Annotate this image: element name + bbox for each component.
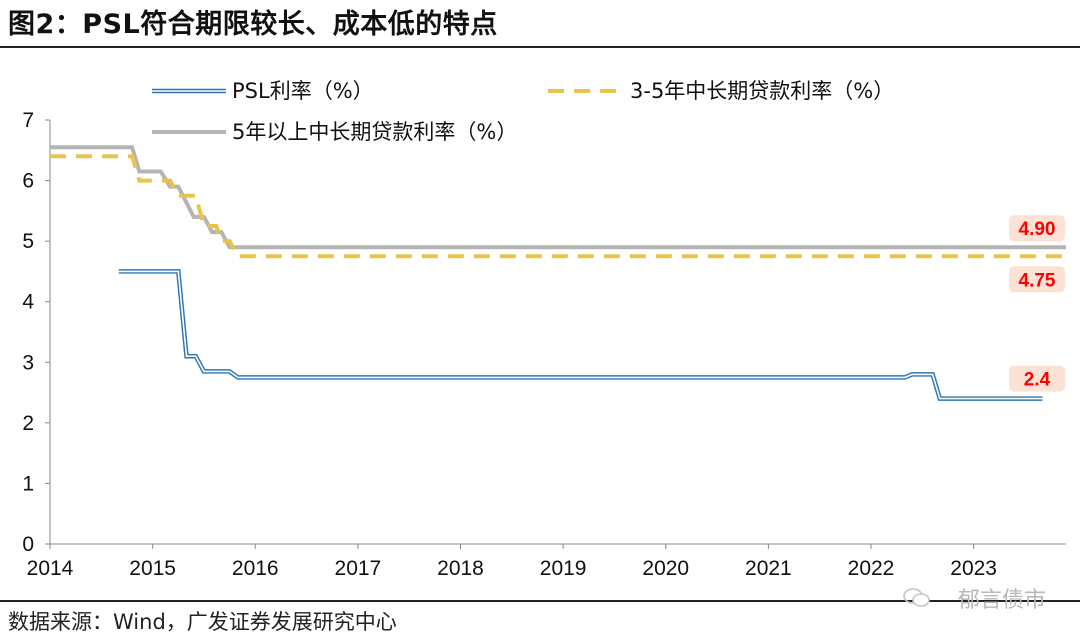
figure-title: 图2：PSL符合期限较长、成本低的特点 bbox=[8, 9, 498, 40]
x-tick-label: 2015 bbox=[129, 557, 176, 580]
x-tick-label: 2023 bbox=[950, 557, 997, 580]
x-tick-label: 2021 bbox=[745, 557, 792, 580]
series-line-psl-inner bbox=[118, 270, 1043, 400]
legend-label-3-5y: 3-5年中长期贷款利率（%） bbox=[630, 79, 894, 103]
x-tick-label: 2020 bbox=[642, 557, 689, 580]
legend-label-5y-plus: 5年以上中长期贷款利率（%） bbox=[232, 120, 517, 144]
series-layer bbox=[50, 145, 1066, 401]
line-chart: 0 1 2 3 4 5 6 7 2014 2015 2016 2017 2018 2019 2020 2021… bbox=[22, 79, 1066, 580]
legend: PSL利率（%） 3-5年中长期贷款利率（%） 5年以上中长期贷款利率（%） bbox=[152, 79, 894, 144]
end-label-5y-plus: 4.90 bbox=[1019, 219, 1056, 240]
y-tick-label: 7 bbox=[22, 109, 34, 132]
wechat-icon bbox=[903, 588, 930, 607]
end-label-3-5y: 4.75 bbox=[1019, 270, 1056, 291]
title-rule bbox=[0, 46, 1080, 48]
x-tick-label: 2018 bbox=[437, 557, 484, 580]
y-tick-label: 1 bbox=[22, 472, 34, 495]
axes: 0 1 2 3 4 5 6 7 2014 2015 2016 2017 2018 2019 2020 2021… bbox=[22, 109, 1066, 580]
end-label-psl: 2.4 bbox=[1024, 370, 1051, 391]
end-labels: 4.90 4.75 2.4 bbox=[1009, 215, 1065, 392]
series-line-5y-plus bbox=[50, 145, 1066, 250]
y-tick-label: 6 bbox=[22, 170, 34, 193]
y-tick-label: 3 bbox=[22, 351, 34, 374]
source-note: 数据来源：Wind，广发证券发展研究中心 bbox=[8, 610, 397, 634]
y-tick-label: 0 bbox=[22, 533, 34, 556]
x-tick-label: 2017 bbox=[335, 557, 382, 580]
x-tick-label: 2016 bbox=[232, 557, 279, 580]
series-line-3-5y bbox=[50, 154, 1066, 259]
legend-label-psl: PSL利率（%） bbox=[232, 79, 374, 103]
series-line-psl bbox=[118, 269, 1043, 401]
x-tick-label: 2019 bbox=[540, 557, 587, 580]
source-rule bbox=[0, 600, 1080, 602]
x-tick-label: 2022 bbox=[848, 557, 895, 580]
x-tick-label: 2014 bbox=[27, 557, 74, 580]
y-tick-label: 4 bbox=[22, 291, 34, 314]
end-label-psl-box bbox=[1009, 365, 1065, 392]
y-tick-label: 5 bbox=[22, 230, 34, 253]
watermark: 郁言债市 bbox=[957, 588, 1046, 613]
y-tick-label: 2 bbox=[22, 412, 34, 435]
end-label-3-5y-box bbox=[1009, 266, 1065, 293]
end-label-5y-plus-box bbox=[1009, 215, 1065, 242]
